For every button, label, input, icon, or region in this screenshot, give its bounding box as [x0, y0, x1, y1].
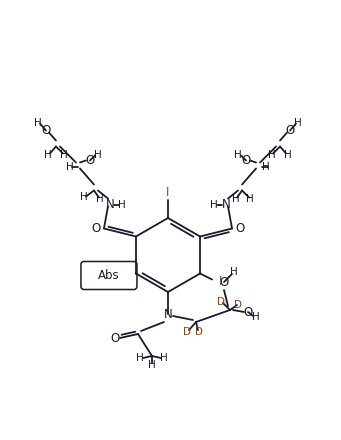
Text: I: I: [219, 275, 223, 288]
Text: O: O: [241, 154, 251, 167]
Text: N: N: [222, 198, 231, 211]
Text: H: H: [234, 150, 242, 160]
Text: D: D: [217, 297, 225, 307]
Text: H: H: [34, 117, 42, 128]
Text: H: H: [252, 312, 260, 322]
Text: O: O: [219, 275, 228, 289]
Text: H: H: [80, 191, 88, 202]
Text: O: O: [110, 331, 120, 345]
Text: H: H: [246, 194, 254, 203]
Text: D: D: [183, 327, 191, 337]
Text: H: H: [262, 161, 270, 172]
Text: H: H: [96, 194, 104, 203]
Text: H: H: [284, 150, 292, 160]
Text: O: O: [41, 124, 50, 137]
Text: H: H: [44, 150, 52, 160]
Text: H: H: [118, 199, 126, 209]
Text: H: H: [66, 161, 74, 172]
Text: O: O: [285, 124, 295, 137]
Text: H: H: [210, 199, 218, 209]
Text: O: O: [243, 305, 253, 319]
Text: O: O: [91, 222, 101, 235]
Text: D: D: [195, 327, 203, 337]
Text: H: H: [94, 150, 102, 160]
Text: O: O: [85, 154, 94, 167]
Text: H: H: [136, 353, 144, 363]
Text: Abs: Abs: [98, 269, 120, 282]
Text: H: H: [294, 117, 302, 128]
Text: N: N: [164, 308, 172, 320]
Text: I: I: [166, 186, 170, 198]
Text: H: H: [148, 360, 156, 370]
FancyBboxPatch shape: [81, 261, 137, 290]
Text: O: O: [235, 222, 245, 235]
Text: H: H: [60, 150, 68, 160]
Text: D: D: [234, 300, 242, 310]
Text: H: H: [268, 150, 276, 160]
Text: H: H: [232, 194, 240, 203]
Text: H: H: [230, 267, 238, 277]
Text: H: H: [160, 353, 168, 363]
Text: N: N: [106, 198, 114, 211]
